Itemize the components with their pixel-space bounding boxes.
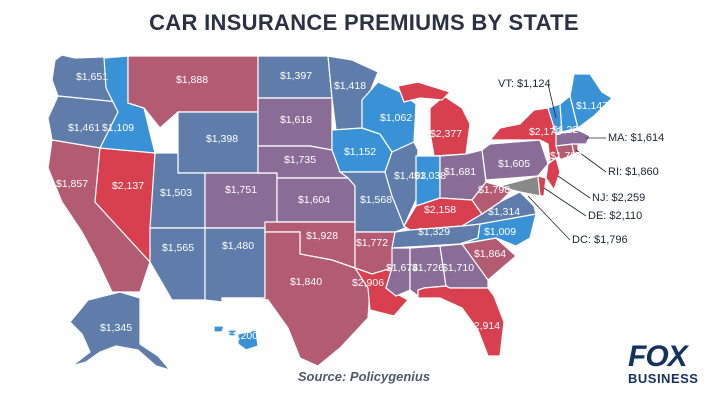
value-label-al: $1,726 (412, 262, 444, 274)
callout-label-vt: VT: $1,124 (498, 78, 551, 90)
state-co (204, 172, 278, 229)
state-ak (69, 291, 172, 372)
value-label-fl: $2,914 (468, 320, 500, 332)
state-mi-lower (429, 95, 471, 157)
source-note: Source: Policygenius (297, 369, 431, 384)
callout-label-nj: NJ: $2,259 (592, 192, 645, 204)
callout-label-de: DE: $2,110 (588, 210, 642, 222)
value-label-wi: $1,062 (380, 112, 412, 124)
callout-line-vt (547, 83, 557, 119)
value-label-mo: $1,568 (360, 194, 392, 206)
value-label-tx: $1,840 (290, 276, 322, 288)
state-de (537, 175, 547, 197)
state-fl (417, 285, 505, 357)
value-label-ks: $1,604 (298, 194, 330, 206)
state-il (384, 141, 419, 228)
value-label-ca: $1,857 (56, 178, 88, 190)
state-value-labels: $1,651 $1,461 $1,857 $2,137 $1,109 $1,888 $1,3… (56, 70, 608, 342)
state-nc (459, 213, 537, 247)
value-label-ga: $1,710 (442, 262, 474, 274)
value-label-la: $2,906 (352, 277, 384, 289)
state-shapes (47, 54, 613, 372)
callout-line-dc (527, 195, 571, 241)
value-label-sd: $1,618 (280, 114, 312, 126)
map-title: CAR INSURANCE PREMIUMS BY STATE (149, 10, 579, 35)
value-label-nh: $1,224 (552, 124, 584, 136)
value-label-ms: $1,674 (386, 262, 418, 274)
value-label-mt: $1,888 (176, 74, 208, 86)
value-label-nm: $1,480 (222, 240, 254, 252)
state-la (353, 266, 409, 317)
value-label-in: $1,038 (414, 170, 446, 182)
callout-label-ma: MA: $1,614 (608, 132, 664, 144)
value-label-oh: $1,681 (444, 166, 476, 178)
value-label-az: $1,565 (162, 242, 194, 254)
value-label-ar: $1,772 (356, 237, 388, 249)
value-label-id: $1,109 (102, 122, 134, 134)
value-label-wv: $1,798 (478, 184, 510, 196)
logo-business-text: BUSINESS (628, 371, 699, 386)
value-label-or: $1,461 (68, 122, 100, 134)
value-label-ia: $1,152 (344, 146, 376, 158)
value-label-ky: $2,158 (424, 204, 456, 216)
value-label-sc: $1,864 (474, 248, 506, 260)
value-label-va: $1,314 (488, 206, 520, 218)
value-label-mi: $2,377 (430, 128, 462, 140)
value-label-ct: $1,799 (550, 150, 582, 162)
value-label-tn: $1,329 (418, 226, 450, 238)
state-mi-upper (397, 81, 452, 103)
callout-lines (527, 83, 607, 241)
callout-labels: VT: $1,124 MA: $1,614 RI: $1,860 NJ: $2,259… (498, 78, 664, 246)
value-label-mn: $1,418 (334, 80, 366, 92)
state-hi-2 (227, 329, 237, 337)
state-me (569, 73, 613, 130)
callout-line-nj (557, 175, 591, 199)
value-label-nc: $1,009 (484, 226, 516, 238)
value-label-ut: $1,503 (160, 187, 192, 199)
callout-line-de (543, 187, 587, 217)
value-label-co: $1,751 (225, 184, 257, 196)
state-ma (555, 129, 591, 147)
value-label-ok: $1,928 (306, 230, 338, 242)
callout-label-dc: DC: $1,796 (572, 234, 628, 246)
value-label-il: $1,403 (394, 170, 426, 182)
callout-line-ri (575, 149, 607, 173)
value-label-wa: $1,651 (76, 71, 108, 83)
state-hi-1 (213, 325, 225, 333)
value-label-wy: $1,398 (206, 133, 238, 145)
fox-business-logo: FOX BUSINESS (628, 342, 716, 392)
state-hi-3 (237, 329, 259, 351)
value-label-ny: $2,172 (529, 126, 561, 138)
state-tx (222, 231, 371, 367)
state-nj (545, 156, 561, 192)
value-label-ne: $1,735 (284, 154, 316, 166)
value-label-nd: $1,397 (280, 70, 312, 82)
value-label-hi: $1,200 (226, 330, 258, 342)
value-label-ak: $1,345 (100, 322, 132, 334)
value-label-me: $1,147 (576, 100, 608, 112)
value-label-pa: $1,605 (498, 158, 530, 170)
state-az (149, 227, 206, 301)
callout-label-ri: RI: $1,860 (608, 166, 659, 178)
state-md (497, 175, 541, 197)
value-label-nv: $2,137 (112, 180, 144, 192)
logo-fox-text: FOX (628, 340, 688, 373)
